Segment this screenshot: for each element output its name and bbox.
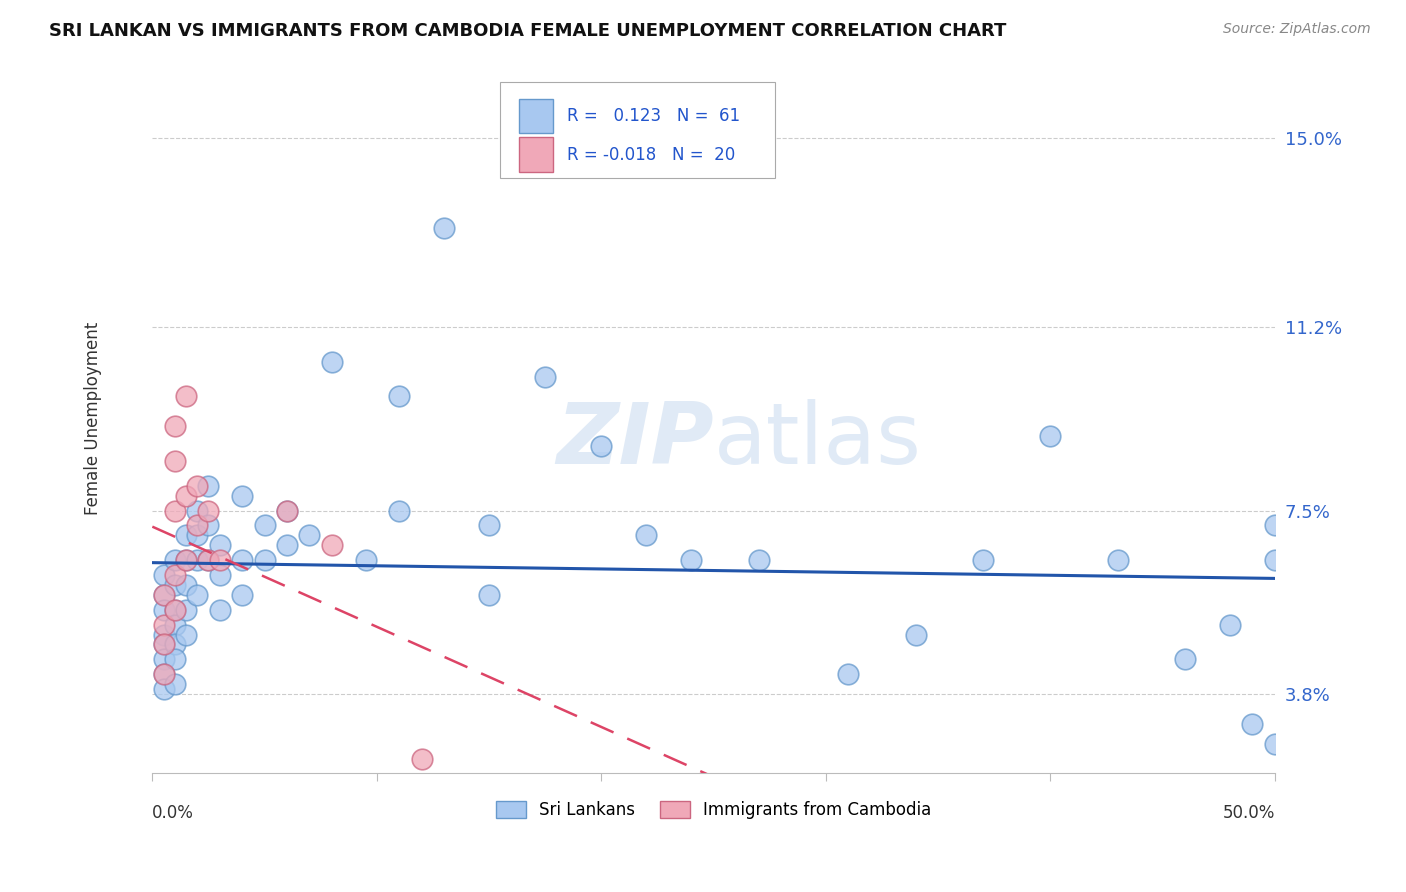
Point [186,528,208,542]
Point [1264,518,1286,533]
Point [197,553,219,567]
Text: 50.0%: 50.0% [1223,804,1275,822]
Point [197,479,219,493]
Point [152,637,174,651]
Text: atlas: atlas [714,399,922,482]
Text: R =   0.123   N =  61: R = 0.123 N = 61 [567,107,740,126]
Point [152,627,174,641]
Point [276,503,298,517]
Point [388,389,411,403]
Point [1039,429,1062,443]
Text: Female Unemployment: Female Unemployment [84,322,101,516]
Point [478,588,501,602]
Legend: Sri Lankans, Immigrants from Cambodia: Sri Lankans, Immigrants from Cambodia [489,794,938,825]
Text: ZIP: ZIP [555,399,714,482]
Point [174,578,197,592]
Point [163,652,186,666]
Point [253,518,276,533]
Point [152,667,174,681]
Point [186,518,208,533]
Point [748,553,770,567]
Point [681,553,703,567]
Point [208,553,231,567]
Point [152,603,174,617]
Point [174,389,197,403]
Point [152,682,174,697]
Point [534,369,557,384]
Point [163,617,186,632]
Point [152,617,174,632]
Point [276,538,298,552]
Point [186,479,208,493]
Point [231,489,253,503]
Point [186,553,208,567]
Point [1264,553,1286,567]
Point [253,553,276,567]
Point [298,528,321,542]
Point [354,553,377,567]
Point [174,489,197,503]
Point [163,637,186,651]
Point [163,419,186,434]
Point [837,667,859,681]
Point [186,588,208,602]
Point [1174,652,1197,666]
Point [152,667,174,681]
Point [433,220,456,235]
Point [1219,617,1241,632]
Point [388,503,411,517]
Point [636,528,658,542]
Point [186,503,208,517]
Point [197,503,219,517]
Text: SRI LANKAN VS IMMIGRANTS FROM CAMBODIA FEMALE UNEMPLOYMENT CORRELATION CHART: SRI LANKAN VS IMMIGRANTS FROM CAMBODIA F… [49,22,1007,40]
Point [152,652,174,666]
Point [197,518,219,533]
Point [1241,716,1264,731]
Point [478,518,501,533]
Point [174,603,197,617]
Point [208,603,231,617]
Text: R = -0.018   N =  20: R = -0.018 N = 20 [567,145,735,163]
Point [231,588,253,602]
Point [276,503,298,517]
Point [1107,553,1129,567]
FancyBboxPatch shape [519,99,553,134]
Point [174,553,197,567]
Point [163,553,186,567]
Point [904,627,927,641]
FancyBboxPatch shape [519,137,553,171]
Point [163,454,186,468]
Point [163,568,186,582]
Point [1264,737,1286,751]
Point [152,568,174,582]
Point [411,751,433,765]
Point [174,553,197,567]
Text: Source: ZipAtlas.com: Source: ZipAtlas.com [1223,22,1371,37]
Point [163,503,186,517]
Point [163,677,186,691]
Point [591,439,613,453]
Point [163,578,186,592]
Text: 0.0%: 0.0% [152,804,194,822]
Point [231,553,253,567]
Point [321,354,343,368]
Point [174,627,197,641]
Point [321,538,343,552]
FancyBboxPatch shape [501,82,775,178]
Point [972,553,994,567]
Point [152,588,174,602]
Point [197,553,219,567]
Point [152,588,174,602]
Point [152,637,174,651]
Point [163,603,186,617]
Point [174,528,197,542]
Point [163,603,186,617]
Point [208,538,231,552]
Point [208,568,231,582]
